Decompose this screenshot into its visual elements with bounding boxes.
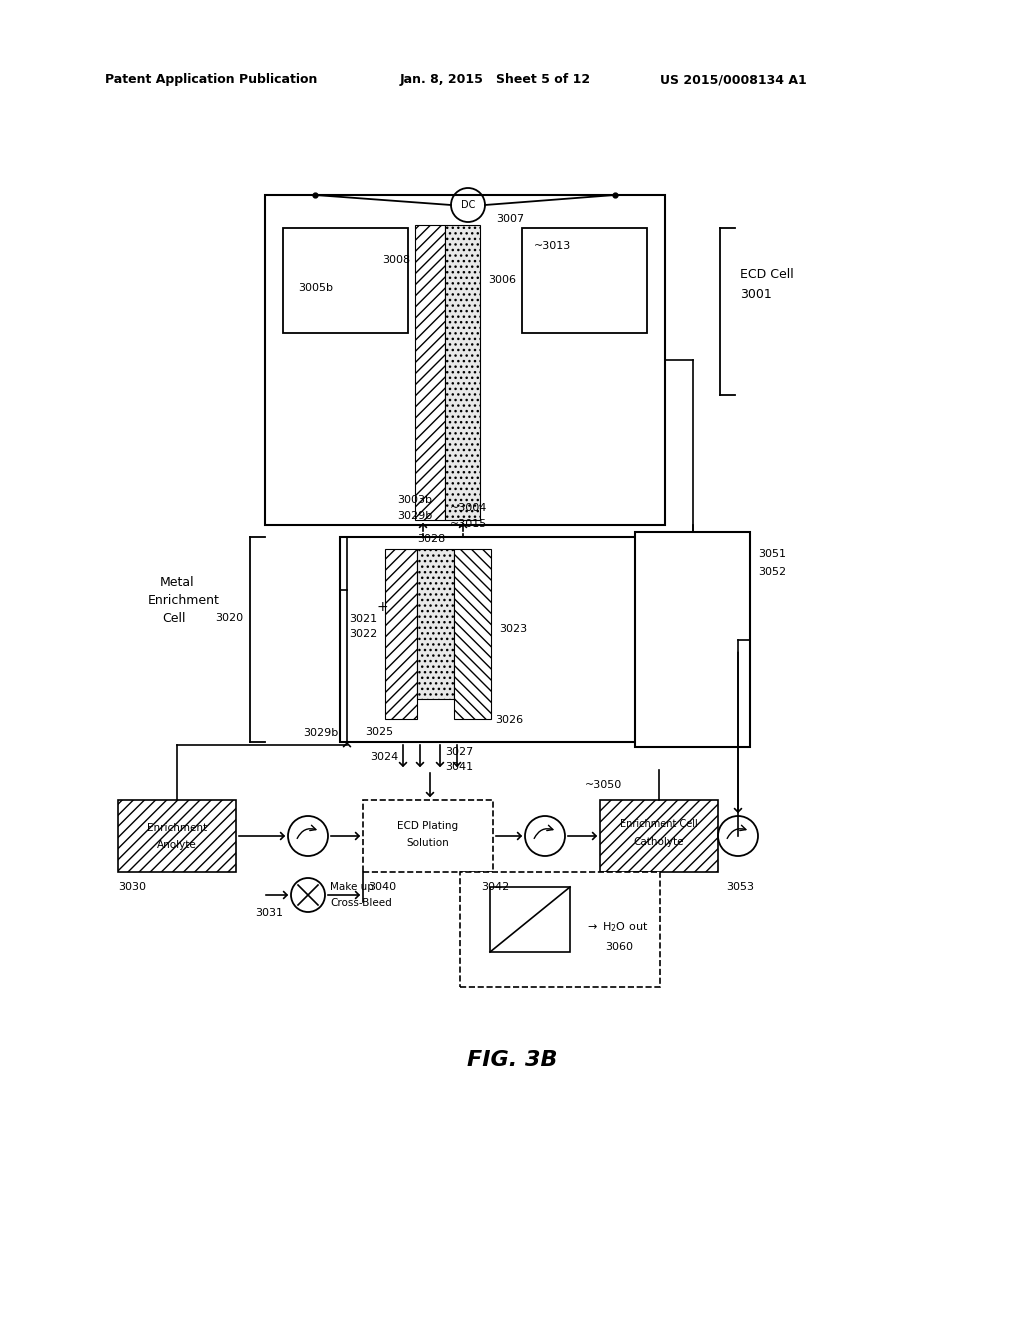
Text: 3006: 3006 (488, 275, 516, 285)
Text: 3022: 3022 (349, 630, 377, 639)
Text: Enrichment: Enrichment (148, 594, 220, 606)
Text: Cell: Cell (162, 611, 185, 624)
Bar (417, 549, 454, 700)
Text: $\rightarrow$ H$_2$O out: $\rightarrow$ H$_2$O out (585, 920, 648, 935)
Text: 3040: 3040 (368, 882, 396, 892)
Text: Solution: Solution (407, 838, 450, 847)
Text: 3029b: 3029b (397, 511, 432, 521)
Text: 3051: 3051 (758, 549, 786, 558)
Bar (490, 887, 570, 952)
Text: 3005b: 3005b (298, 282, 333, 293)
Text: Jan. 8, 2015   Sheet 5 of 12: Jan. 8, 2015 Sheet 5 of 12 (400, 74, 591, 87)
Text: ECD Cell: ECD Cell (740, 268, 794, 281)
Text: Catholyte: Catholyte (634, 837, 684, 847)
Text: 3030: 3030 (118, 882, 146, 892)
Text: +: + (376, 601, 388, 614)
Text: Enrichment: Enrichment (146, 822, 207, 833)
Text: 3053: 3053 (726, 882, 754, 892)
Bar (362, 800, 493, 873)
Text: 3008: 3008 (382, 255, 410, 265)
Bar (635, 532, 750, 747)
Bar (118, 800, 236, 873)
Text: DC: DC (461, 201, 475, 210)
Text: 3060: 3060 (605, 942, 633, 952)
Text: ECD Plating: ECD Plating (397, 821, 459, 832)
Bar (415, 224, 445, 520)
Text: 3007: 3007 (496, 214, 524, 224)
Bar (385, 549, 417, 719)
Bar (522, 228, 647, 333)
Text: 3024: 3024 (370, 752, 398, 762)
Text: 3029b: 3029b (303, 729, 338, 738)
Bar (460, 873, 660, 987)
Text: ~3050: ~3050 (585, 780, 623, 789)
Text: 3001: 3001 (740, 289, 772, 301)
Text: Patent Application Publication: Patent Application Publication (105, 74, 317, 87)
Text: FIG. 3B: FIG. 3B (467, 1049, 557, 1071)
Text: Cross-Bleed: Cross-Bleed (330, 898, 392, 908)
Text: ~3004: ~3004 (450, 503, 487, 513)
Text: Make up: Make up (330, 882, 374, 892)
Bar (265, 195, 665, 525)
Text: ~3013: ~3013 (534, 242, 571, 251)
Text: 3041: 3041 (445, 762, 473, 772)
Bar (445, 224, 480, 520)
Text: 3042: 3042 (481, 882, 509, 892)
Text: ~3015: ~3015 (450, 519, 487, 529)
Bar (600, 800, 718, 873)
Text: 3028: 3028 (417, 535, 445, 544)
Text: US 2015/0008134 A1: US 2015/0008134 A1 (660, 74, 807, 87)
Text: 3020: 3020 (215, 612, 243, 623)
Text: 3052: 3052 (758, 568, 786, 577)
Text: 3023: 3023 (499, 624, 527, 634)
Text: 3027: 3027 (445, 747, 473, 756)
Text: 3021: 3021 (349, 614, 377, 624)
Bar (340, 537, 715, 742)
Text: Metal: Metal (160, 576, 195, 589)
Text: Anolyte: Anolyte (157, 840, 197, 850)
Text: 3025: 3025 (365, 727, 393, 737)
Text: 3003b: 3003b (397, 495, 432, 506)
Bar (283, 228, 408, 333)
Text: 3031: 3031 (255, 908, 283, 917)
Text: 3026: 3026 (495, 715, 523, 725)
Bar (454, 549, 490, 719)
Text: Enrichment Cell: Enrichment Cell (621, 818, 698, 829)
